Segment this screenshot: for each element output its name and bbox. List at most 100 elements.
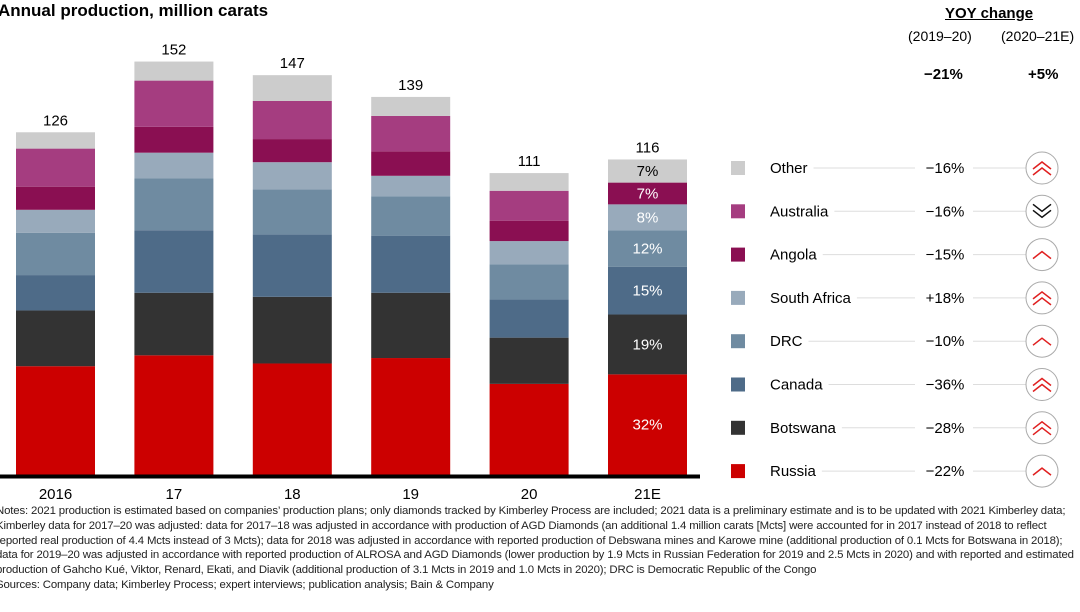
x-tick-label: 21E — [634, 486, 661, 500]
bar-segment-australia — [252, 101, 332, 140]
bar-segment-drc — [371, 196, 451, 236]
x-tick-label: 19 — [402, 486, 419, 500]
legend-label: Botswana — [770, 420, 837, 437]
bar-segment-botswana — [489, 337, 569, 384]
bar-segment-angola — [16, 186, 95, 210]
yoy-value: +18% — [926, 290, 965, 307]
bar-segment-botswana — [252, 296, 332, 364]
bar-segment-other — [252, 75, 332, 101]
legend-label: Canada — [770, 377, 823, 394]
chevron-up-icon — [1032, 296, 1052, 306]
yoy-total-2019-20: −21% — [924, 66, 963, 83]
segment-label: 19% — [632, 336, 662, 353]
trend-circle — [1025, 324, 1059, 358]
bar-total-label: 111 — [518, 153, 541, 170]
bar-segment-drc — [608, 230, 687, 267]
bar-segment-other — [134, 61, 214, 81]
trend-circle — [1025, 454, 1059, 488]
bar-segment-other — [16, 132, 95, 149]
chevron-down-icon — [1032, 209, 1052, 219]
bar-segment-russia — [608, 374, 687, 475]
notes: Notes: 2021 production is estimated base… — [0, 504, 1080, 593]
bar-segment-south-africa — [371, 175, 451, 197]
legend-swatch — [731, 290, 745, 305]
bar-segment-botswana — [608, 314, 687, 375]
yoy-column-2019-20: (2019–20) — [908, 28, 972, 44]
bar-total-label: 139 — [398, 77, 423, 94]
legend-label: Angola — [770, 247, 817, 264]
yoy-heading: YOY change — [945, 5, 1034, 22]
yoy-value: −22% — [926, 463, 965, 480]
bar-total-label: 152 — [161, 42, 186, 59]
bar-segment-angola — [489, 220, 569, 242]
chevron-down-icon — [1032, 203, 1052, 213]
yoy-value: −10% — [926, 333, 965, 350]
yoy-value: −36% — [926, 377, 965, 394]
bar-segment-canada — [16, 275, 95, 311]
chevron-up-icon — [1032, 290, 1052, 300]
bar-segment-australia — [16, 148, 95, 187]
bar-segment-botswana — [16, 310, 95, 367]
yoy-value: −16% — [926, 160, 965, 177]
segment-label: 15% — [632, 283, 662, 300]
bar-total-label: 126 — [43, 112, 68, 129]
bar-segment-drc — [134, 178, 214, 231]
bar-segment-drc — [252, 189, 332, 235]
chevron-up-icon — [1032, 420, 1052, 430]
chart-title: Annual production, million carats — [0, 1, 269, 20]
yoy-value: −28% — [926, 420, 965, 437]
bar-segment-angola — [134, 126, 214, 153]
bar-segment-drc — [16, 232, 95, 276]
bar-total-label: 116 — [636, 139, 660, 156]
x-tick-label: 17 — [166, 486, 183, 500]
bar-segment-drc — [489, 264, 569, 300]
bar-segment-russia — [16, 366, 95, 475]
sources-text: Sources: Company data; Kimberley Process… — [0, 578, 494, 591]
chevron-up-icon — [1032, 377, 1052, 387]
yoy-value: −15% — [926, 247, 965, 264]
bar-segment-canada — [608, 266, 687, 315]
segment-label: 7% — [637, 185, 659, 202]
bar-segment-russia — [252, 363, 332, 475]
bar-total-label: 147 — [280, 55, 305, 72]
segment-label: 12% — [632, 241, 662, 258]
chevron-up-icon — [1032, 250, 1052, 260]
bar-segment-south-africa — [489, 241, 569, 265]
bar-segment-botswana — [371, 292, 451, 359]
bar-segment-canada — [371, 235, 451, 293]
bar-segment-australia — [134, 80, 214, 127]
bar-segment-russia — [134, 355, 214, 475]
yoy-total-2020-21: +5% — [1028, 66, 1059, 83]
bar-segment-other — [608, 159, 687, 183]
bar-segment-south-africa — [608, 204, 687, 231]
bar-segment-south-africa — [16, 209, 95, 233]
legend-swatch — [731, 204, 745, 219]
bar-segment-other — [371, 96, 451, 116]
chevron-up-icon — [1032, 467, 1052, 476]
trend-circle — [1025, 238, 1059, 272]
bar-segment-russia — [371, 358, 451, 475]
yoy-column-2020-21: (2020–21E) — [1001, 28, 1075, 44]
chevron-up-icon — [1032, 426, 1052, 436]
legend-label: Russia — [770, 463, 817, 480]
bar-segment-botswana — [134, 292, 214, 356]
bar-segment-south-africa — [134, 152, 214, 179]
chevron-up-icon — [1032, 167, 1052, 176]
legend-swatch — [731, 161, 745, 175]
x-tick-label: 18 — [284, 486, 301, 500]
yoy-value: −16% — [926, 203, 965, 220]
legend-swatch — [731, 464, 745, 479]
segment-label: 7% — [637, 163, 659, 180]
bar-segment-canada — [134, 230, 214, 293]
x-tick-label: 20 — [521, 486, 538, 500]
bar-segment-russia — [489, 383, 569, 475]
bar-segment-angola — [252, 139, 332, 163]
bar-segment-angola — [608, 182, 687, 205]
stacked-bar-chart: 126 2016 152 17 147 18 139 19 111 20 32% 19% 15% 12% 8… — [0, 42, 1059, 500]
legend-label: South Africa — [770, 290, 852, 307]
bar-segment-south-africa — [252, 162, 332, 190]
notes-text: Notes: 2021 production is estimated base… — [0, 505, 1074, 577]
legend-label: Australia — [770, 203, 829, 220]
segment-label: 32% — [632, 417, 662, 434]
legend-swatch — [731, 334, 745, 349]
